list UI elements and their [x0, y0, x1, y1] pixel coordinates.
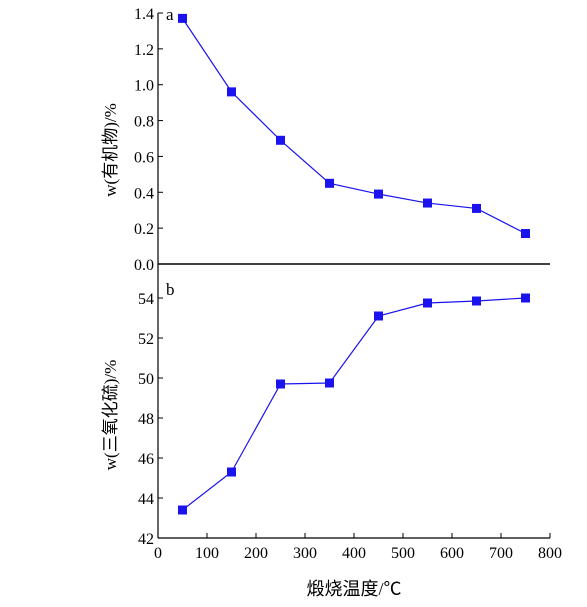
y-tick-label: 0.0 [134, 257, 154, 274]
panel-a-data-point [423, 198, 432, 208]
y-tick-label: 46 [138, 451, 154, 468]
x-axis-label: 煅烧温度/℃ [306, 579, 401, 599]
panel-a-data-point [227, 87, 236, 97]
x-tick-label: 500 [391, 545, 415, 562]
panel-b-data-point [227, 467, 236, 477]
x-tick-label: 700 [489, 545, 513, 562]
panel-b-data-point [472, 296, 481, 306]
y-tick-label: 54 [138, 291, 154, 308]
y-tick-label: 1.0 [134, 78, 154, 95]
panel-a-series [178, 13, 530, 239]
y-tick-label: 44 [138, 491, 154, 508]
panel-a-data-point [521, 229, 530, 239]
x-ticks: 0 100 200 300 400 500 600 700 800 [154, 533, 562, 562]
y-tick-label: 52 [138, 331, 154, 348]
x-tick-label: 600 [440, 545, 464, 562]
x-tick-label: 0 [154, 545, 162, 562]
panel-a-y-axis-label: w(有机物)/% [101, 103, 120, 196]
panel-b-data-point [178, 505, 187, 515]
panel-b-y-ticks: 42 44 46 48 50 52 54 [138, 291, 163, 548]
panel-a-data-point [178, 13, 187, 23]
panel-a-data-point [374, 189, 383, 199]
y-tick-label: 48 [138, 411, 154, 428]
y-tick-label: 0.8 [134, 114, 154, 131]
panel-b-series-line [182, 297, 526, 511]
panel-a-label: a [166, 5, 174, 24]
y-tick-label: 1.4 [134, 6, 154, 23]
y-tick-label: 0.4 [134, 185, 154, 202]
panel-b-data-point [276, 379, 285, 389]
y-tick-label: 42 [138, 531, 154, 548]
y-tick-label: 50 [138, 371, 154, 388]
panel-b-data-point [423, 298, 432, 308]
panel-b-y-axis-label: w(三氧化硫)/% [101, 360, 120, 470]
panel-b-label: b [166, 280, 175, 299]
panel-a-data-point [472, 203, 481, 213]
panel-b-data-point [521, 293, 530, 303]
panel-a-data-point [325, 178, 334, 188]
x-tick-label: 200 [244, 545, 268, 562]
panel-a-series-line [182, 18, 526, 235]
y-tick-label: 0.2 [134, 221, 154, 238]
panel-a-y-ticks: 0.0 0.2 0.4 0.6 0.8 1.0 1.2 1.4 [134, 6, 163, 274]
x-tick-label: 100 [195, 545, 219, 562]
panel-b-series [178, 293, 530, 515]
x-tick-label: 300 [293, 545, 317, 562]
panel-a-data-point [276, 135, 285, 145]
panel-b-data-point [374, 311, 383, 321]
y-tick-label: 1.2 [134, 42, 154, 59]
panel-b-data-point [325, 378, 334, 388]
y-tick-label: 0.6 [134, 149, 154, 166]
x-tick-label: 800 [538, 545, 562, 562]
x-tick-label: 400 [342, 545, 366, 562]
panel-b-sulfur-trioxide: b 42 44 46 48 50 52 54 0 100 200 300 400 500 600 700 8… [101, 264, 562, 599]
panel-a-organic-matter: a 0.0 0.2 0.4 0.6 0.8 1.0 1.2 1.4 w(有机物)/% [101, 5, 550, 274]
